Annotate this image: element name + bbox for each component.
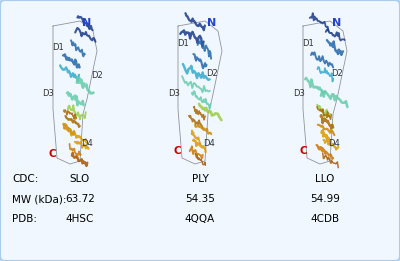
Text: MW (kDa):: MW (kDa):	[12, 194, 66, 204]
Text: 54.99: 54.99	[310, 194, 340, 204]
Text: D4: D4	[203, 139, 215, 147]
Text: N: N	[332, 18, 342, 28]
Text: N: N	[82, 18, 92, 28]
Text: D4: D4	[328, 139, 340, 147]
Text: N: N	[207, 18, 217, 28]
Text: D4: D4	[81, 139, 93, 147]
Text: 4CDB: 4CDB	[310, 214, 340, 224]
Text: SLO: SLO	[70, 174, 90, 184]
Text: 4QQA: 4QQA	[185, 214, 215, 224]
Text: 63.72: 63.72	[65, 194, 95, 204]
Text: 54.35: 54.35	[185, 194, 215, 204]
Text: CDC:: CDC:	[12, 174, 38, 184]
Text: C: C	[299, 146, 307, 156]
Text: D3: D3	[42, 90, 54, 98]
Text: PDB:: PDB:	[12, 214, 37, 224]
Text: D2: D2	[91, 72, 103, 80]
Text: D2: D2	[206, 68, 218, 78]
Text: C: C	[48, 149, 56, 159]
Text: D1: D1	[52, 44, 64, 52]
Text: 4HSC: 4HSC	[66, 214, 94, 224]
Text: C: C	[173, 146, 181, 156]
Text: D3: D3	[168, 90, 180, 98]
Text: D3: D3	[293, 90, 305, 98]
Text: LLO: LLO	[315, 174, 335, 184]
Text: PLY: PLY	[192, 174, 208, 184]
Text: D1: D1	[302, 39, 314, 48]
Text: D1: D1	[177, 39, 189, 48]
Text: D2: D2	[331, 68, 343, 78]
